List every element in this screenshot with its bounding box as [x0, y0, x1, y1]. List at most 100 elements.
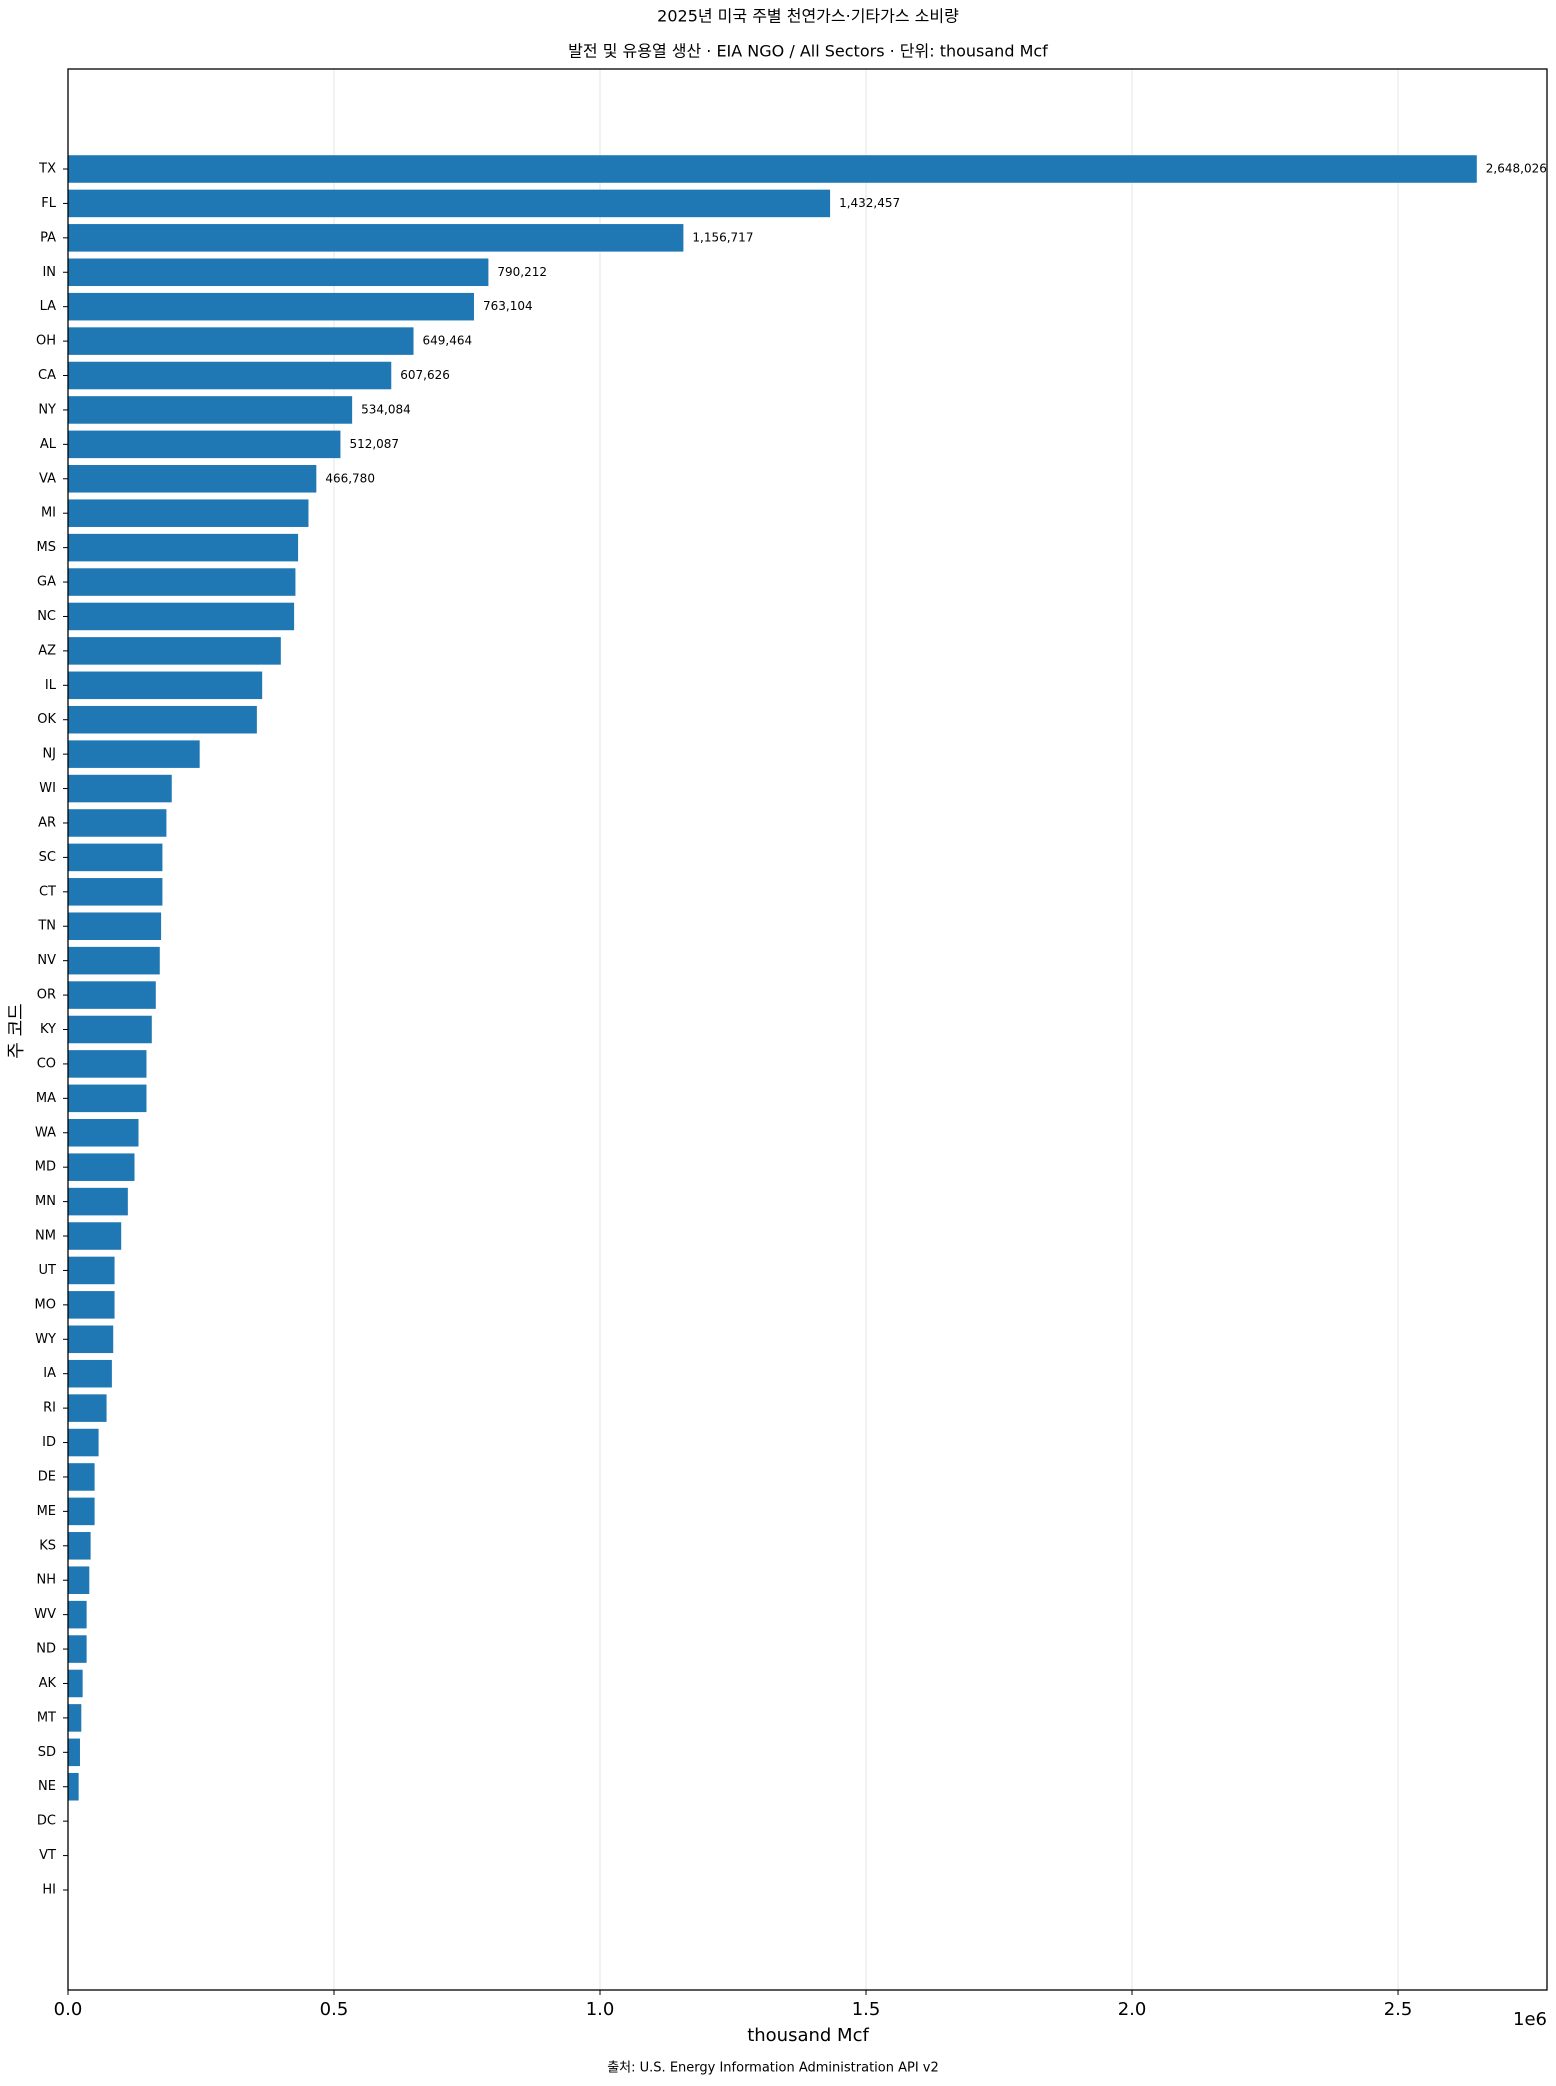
- bar: [68, 1704, 82, 1732]
- x-offset-label: 1e6: [1513, 2009, 1547, 2030]
- y-tick-label: MS: [37, 540, 56, 555]
- y-tick-label: IL: [45, 678, 57, 693]
- value-label: 763,104: [483, 299, 533, 313]
- value-label: 790,212: [497, 265, 547, 279]
- y-tick-label: LA: [40, 299, 57, 314]
- bar: [68, 774, 172, 803]
- y-tick-label: NC: [37, 609, 56, 624]
- bar: [68, 327, 414, 355]
- bar: [68, 396, 353, 424]
- bar: [68, 499, 309, 527]
- bar: [68, 258, 489, 287]
- bar: [68, 843, 163, 872]
- y-tick-label: PA: [40, 230, 56, 245]
- bar: [68, 981, 156, 1009]
- y-tick-label: AR: [38, 815, 56, 830]
- bar: [68, 292, 474, 321]
- y-tick-label: NV: [37, 953, 56, 968]
- bar: [68, 705, 257, 734]
- y-tick-label: OK: [37, 712, 56, 727]
- bar: [68, 637, 281, 665]
- x-tick-label: 2.5: [1384, 1999, 1413, 2020]
- value-label: 466,780: [325, 471, 375, 485]
- y-tick-label: MO: [35, 1297, 56, 1312]
- bar: [68, 1635, 87, 1663]
- y-tick-label: OH: [36, 334, 56, 349]
- value-label: 649,464: [423, 334, 473, 348]
- y-tick-label: WY: [35, 1332, 56, 1347]
- bar: [68, 224, 684, 252]
- y-tick-label: ND: [36, 1642, 56, 1657]
- bar: [68, 1118, 139, 1147]
- bar: [68, 1428, 99, 1457]
- bar: [68, 1738, 80, 1767]
- y-tick-label: CT: [39, 884, 56, 899]
- bar: [68, 189, 831, 218]
- y-tick-label: MI: [41, 506, 56, 521]
- y-tick-label: MD: [35, 1160, 56, 1175]
- bar: [68, 1772, 79, 1801]
- bar: [68, 1497, 95, 1526]
- bar: [68, 912, 162, 941]
- x-axis-label: thousand Mcf: [747, 2025, 869, 2046]
- x-tick-label: 2.0: [1118, 1999, 1147, 2020]
- bar: [68, 1532, 91, 1560]
- bar: [68, 1463, 95, 1491]
- y-tick-label: CO: [37, 1056, 56, 1071]
- source-note: 출처: U.S. Energy Information Administrati…: [607, 2061, 939, 2076]
- y-tick-label: ID: [42, 1435, 56, 1450]
- y-tick-label: KY: [40, 1022, 56, 1037]
- bar: [68, 1222, 122, 1250]
- y-tick-label: SC: [39, 850, 56, 865]
- chart-title: 2025년 미국 주별 천연가스·기타가스 소비량: [657, 7, 959, 26]
- bar: [68, 1015, 152, 1044]
- y-tick-label: WV: [34, 1607, 56, 1622]
- value-label: 1,156,717: [692, 230, 753, 244]
- bar: [68, 1153, 135, 1181]
- y-tick-label: IN: [42, 265, 56, 280]
- bar: [68, 946, 160, 975]
- y-tick-label: VA: [39, 471, 56, 486]
- y-tick-label: MA: [36, 1091, 56, 1106]
- y-tick-label: MN: [35, 1194, 56, 1209]
- bar: [68, 361, 392, 390]
- bar: [68, 533, 299, 562]
- bar: [68, 1187, 128, 1216]
- x-tick-label: 1.0: [586, 1999, 615, 2020]
- bar: [68, 878, 163, 906]
- y-tick-label: RI: [43, 1401, 56, 1416]
- bar: [68, 602, 295, 631]
- bar: [68, 1256, 115, 1285]
- y-tick-label: WI: [39, 781, 56, 796]
- bar: [68, 671, 263, 700]
- y-tick-label: NH: [37, 1573, 57, 1588]
- bar: [68, 1291, 115, 1319]
- bar: [68, 1359, 112, 1388]
- y-tick-label: AK: [39, 1676, 57, 1691]
- bar: [68, 155, 1477, 183]
- y-tick-label: CA: [38, 368, 56, 383]
- y-tick-label: WA: [35, 1125, 56, 1140]
- bar: [68, 740, 200, 768]
- y-tick-label: TX: [38, 162, 56, 177]
- y-tick-label: KS: [39, 1538, 56, 1553]
- bar: [68, 1084, 147, 1113]
- bar: [68, 1394, 107, 1422]
- y-tick-label: AZ: [38, 643, 56, 658]
- plot-frame: [67, 68, 1548, 1991]
- bar: [68, 1600, 87, 1629]
- x-tick-label: 1.5: [852, 1999, 881, 2020]
- value-label: 1,432,457: [839, 196, 900, 210]
- value-label: 607,626: [400, 368, 450, 382]
- y-tick-label: DC: [37, 1814, 56, 1829]
- y-tick-label: OR: [37, 988, 56, 1003]
- bar: [68, 430, 341, 459]
- y-tick-label: AL: [40, 437, 57, 452]
- y-tick-label: GA: [37, 575, 56, 590]
- y-tick-label: VT: [39, 1848, 56, 1863]
- y-tick-label: IA: [43, 1366, 56, 1381]
- y-tick-label: TN: [37, 919, 56, 934]
- y-tick-label: DE: [38, 1469, 56, 1484]
